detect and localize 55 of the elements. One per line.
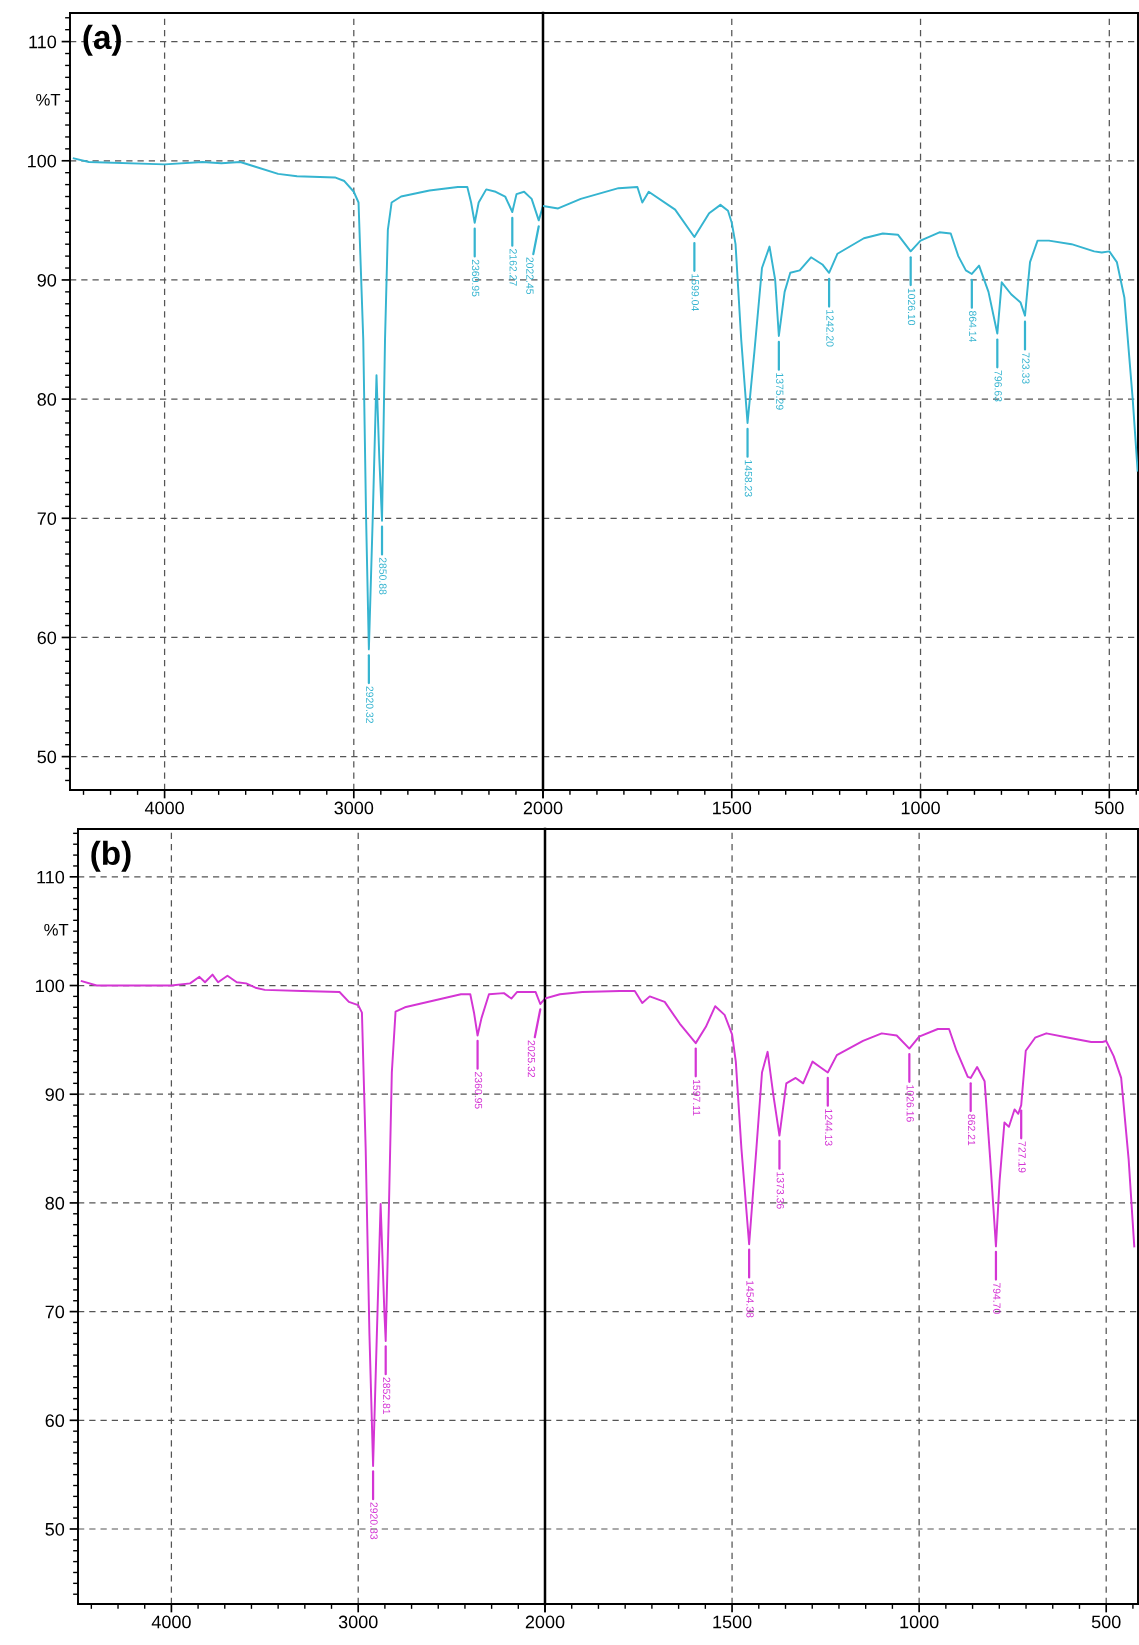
y-tick-label: 110 [29, 35, 57, 49]
y-tick-label: 60 [45, 1414, 65, 1428]
x-tick-label: 2000 [523, 801, 563, 815]
annotation: 1244.13 [825, 1109, 833, 1146]
annotation: 2920.33 [370, 1502, 378, 1540]
annotation: 2162.27 [509, 249, 517, 286]
x-tick-label: 1500 [713, 1615, 752, 1629]
annotation: 2852.81 [382, 1377, 391, 1415]
y-tick-label: 60 [37, 631, 57, 645]
y-tick-label: 70 [45, 1305, 65, 1319]
chart-title: (a) [83, 24, 121, 56]
annotation: 862.21 [967, 1114, 976, 1146]
annotation: 1373.36 [776, 1172, 785, 1209]
x-tick-label: 4000 [144, 801, 184, 815]
y-axis-title: %T [36, 93, 61, 106]
annotation: 1026.10 [907, 288, 916, 326]
y-tick-label: 80 [37, 393, 57, 406]
y-tick-label: 90 [45, 1088, 65, 1101]
annotation: 2920.32 [366, 686, 374, 724]
annotation: 1454.38 [746, 1281, 754, 1318]
y-tick-label: 80 [45, 1196, 65, 1210]
x-tick-label: 500 [1094, 801, 1124, 815]
annotation: 796.63 [994, 370, 1002, 402]
x-tick-label: 1500 [713, 801, 752, 815]
annotation: 1458.23 [744, 460, 753, 497]
annotation: 794.70 [993, 1282, 1001, 1314]
annotation: 1599.04 [691, 274, 699, 311]
annotation: 2360.95 [474, 1072, 483, 1109]
y-tick-label: 100 [28, 154, 57, 168]
x-tick-label: 1000 [900, 1615, 939, 1629]
annotation: 1597.11 [692, 1079, 701, 1116]
annotation: 1375.29 [776, 373, 784, 410]
chart-title: (b) [91, 840, 131, 872]
y-tick-label: 90 [37, 273, 57, 287]
x-tick-label: 500 [1091, 1615, 1121, 1629]
annotation: 723.33 [1022, 352, 1030, 384]
annotation: 727.19 [1018, 1141, 1026, 1173]
y-tick-label: 70 [37, 512, 57, 526]
y-tick-label: 100 [36, 979, 65, 993]
annotation: 1242.20 [826, 310, 834, 347]
y-axis-title: %T [44, 923, 69, 936]
annotation: 2025.32 [527, 1040, 536, 1078]
x-tick-label: 3000 [338, 1615, 378, 1629]
annotation: 864.14 [969, 310, 977, 343]
y-tick-label: 50 [45, 1522, 65, 1536]
annotation: 1026.16 [906, 1085, 914, 1122]
x-tick-label: 1000 [901, 801, 940, 815]
x-tick-label: 3000 [334, 801, 374, 815]
x-tick-label: 4000 [151, 1615, 191, 1629]
annotation: 2850.88 [379, 557, 387, 595]
annotation: 2022.45 [526, 257, 534, 295]
y-tick-label: 50 [37, 750, 57, 764]
x-tick-label: 2000 [525, 1615, 565, 1629]
annotation: 2360.95 [471, 259, 480, 297]
y-tick-label: 110 [37, 870, 65, 884]
